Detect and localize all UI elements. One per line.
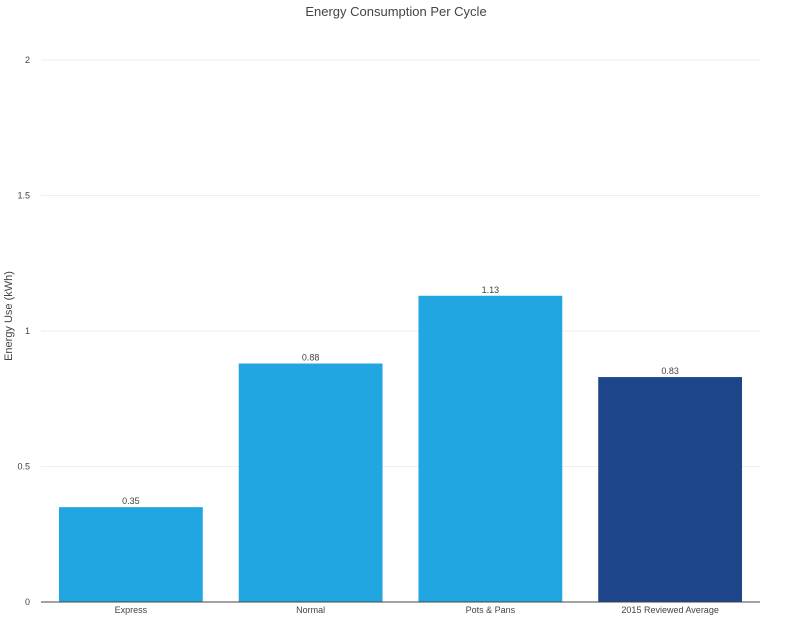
bar-value-label: 0.83 <box>661 366 679 376</box>
x-tick-label: 2015 Reviewed Average <box>621 605 718 615</box>
bar-2 <box>238 363 383 602</box>
bar-4 <box>598 377 743 602</box>
bar-value-label: 0.35 <box>122 496 140 506</box>
x-tick-label: Pots & Pans <box>466 605 516 615</box>
bar-3 <box>418 295 563 602</box>
bar-1 <box>58 507 203 602</box>
y-tick-label: 2 <box>25 55 30 65</box>
x-tick-label: Normal <box>296 605 325 615</box>
bar-value-label: 0.88 <box>302 353 320 363</box>
bars: 0.35 0.88 1.13 0.83 <box>58 285 743 602</box>
y-tick-label: 1.5 <box>17 191 30 201</box>
y-tick-label: 0.5 <box>17 462 30 472</box>
y-axis-label: Energy Use (kWh) <box>3 271 15 361</box>
bar-value-label: 1.13 <box>482 285 500 295</box>
x-tick-label: Express <box>115 605 148 615</box>
axes: 0 0.5 1 1.5 2 Express Normal Pots & Pans 2015 Re… <box>17 55 760 615</box>
y-tick-label: 1 <box>25 326 30 336</box>
chart-title: Energy Consumption Per Cycle <box>305 4 486 19</box>
y-tick-label: 0 <box>25 597 30 607</box>
